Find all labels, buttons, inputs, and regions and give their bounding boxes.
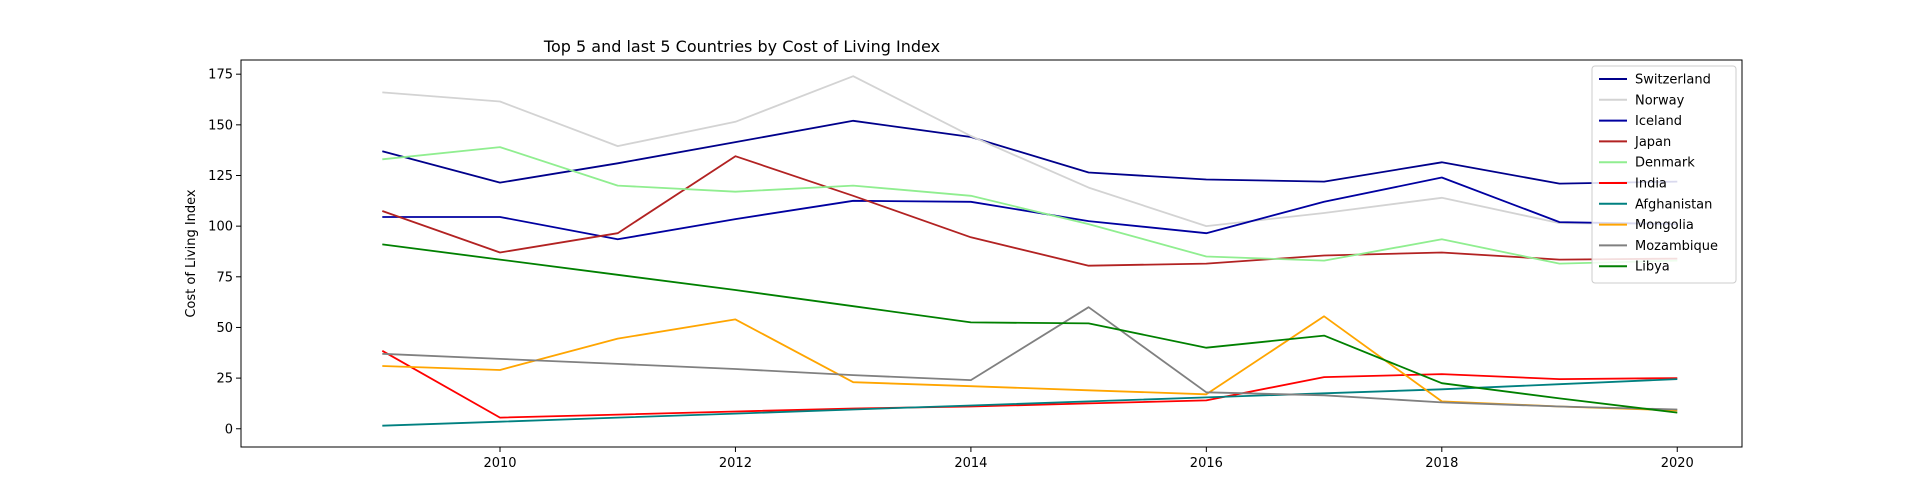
series-line-mongolia xyxy=(382,315,1678,412)
legend-label-japan: Japan xyxy=(1634,135,1671,150)
y-tick-label: 175 xyxy=(208,68,233,83)
series-line-mozambique xyxy=(382,306,1678,411)
y-axis-label: Cost of Living Index xyxy=(184,189,199,318)
legend-label-switzerland: Switzerland xyxy=(1635,73,1711,88)
y-tick-label: 150 xyxy=(208,118,233,133)
series-line-iceland xyxy=(382,176,1678,241)
legend-label-india: India xyxy=(1635,177,1667,192)
legend-label-afghanistan: Afghanistan xyxy=(1635,197,1712,212)
legend-label-norway: Norway xyxy=(1635,93,1685,108)
x-tick-label: 2018 xyxy=(1425,456,1458,471)
y-axis: 0 25 50 75 100 125 150 175 xyxy=(208,68,241,437)
legend-label-iceland: Iceland xyxy=(1635,114,1682,129)
series-line-japan xyxy=(382,155,1678,267)
plot-lines xyxy=(381,75,1678,427)
series-line-switzerland xyxy=(382,119,1678,185)
series-line-india xyxy=(381,350,1678,419)
y-tick-label: 0 xyxy=(225,422,233,437)
y-tick-label: 25 xyxy=(216,372,233,387)
plot-frame xyxy=(240,59,1743,448)
x-tick-label: 2014 xyxy=(954,456,987,471)
legend-box xyxy=(1591,65,1737,284)
chart-title: Top 5 and last 5 Countries by Cost of Li… xyxy=(543,37,940,56)
y-tick-label: 75 xyxy=(216,270,233,285)
legend-label-mozambique: Mozambique xyxy=(1635,239,1718,254)
legend-label-libya: Libya xyxy=(1635,260,1670,275)
y-tick-label: 125 xyxy=(208,169,233,184)
legend-label-mongolia: Mongolia xyxy=(1635,218,1694,233)
series-line-denmark xyxy=(382,146,1678,265)
legend-label-denmark: Denmark xyxy=(1635,156,1695,171)
series-line-afghanistan xyxy=(382,378,1678,427)
x-tick-label: 2016 xyxy=(1190,456,1223,471)
x-tick-label: 2010 xyxy=(483,456,516,471)
y-tick-label: 50 xyxy=(216,321,233,336)
series-line-libya xyxy=(382,243,1678,414)
x-tick-label: 2012 xyxy=(719,456,752,471)
y-tick-label: 100 xyxy=(208,220,233,235)
x-tick-label: 2020 xyxy=(1661,456,1694,471)
series-line-norway xyxy=(382,75,1678,228)
legend: Switzerland Norway Iceland Japan Denmark Indi… xyxy=(1591,65,1737,284)
x-axis: 2010 2012 2014 2016 2018 2020 xyxy=(483,447,1694,471)
